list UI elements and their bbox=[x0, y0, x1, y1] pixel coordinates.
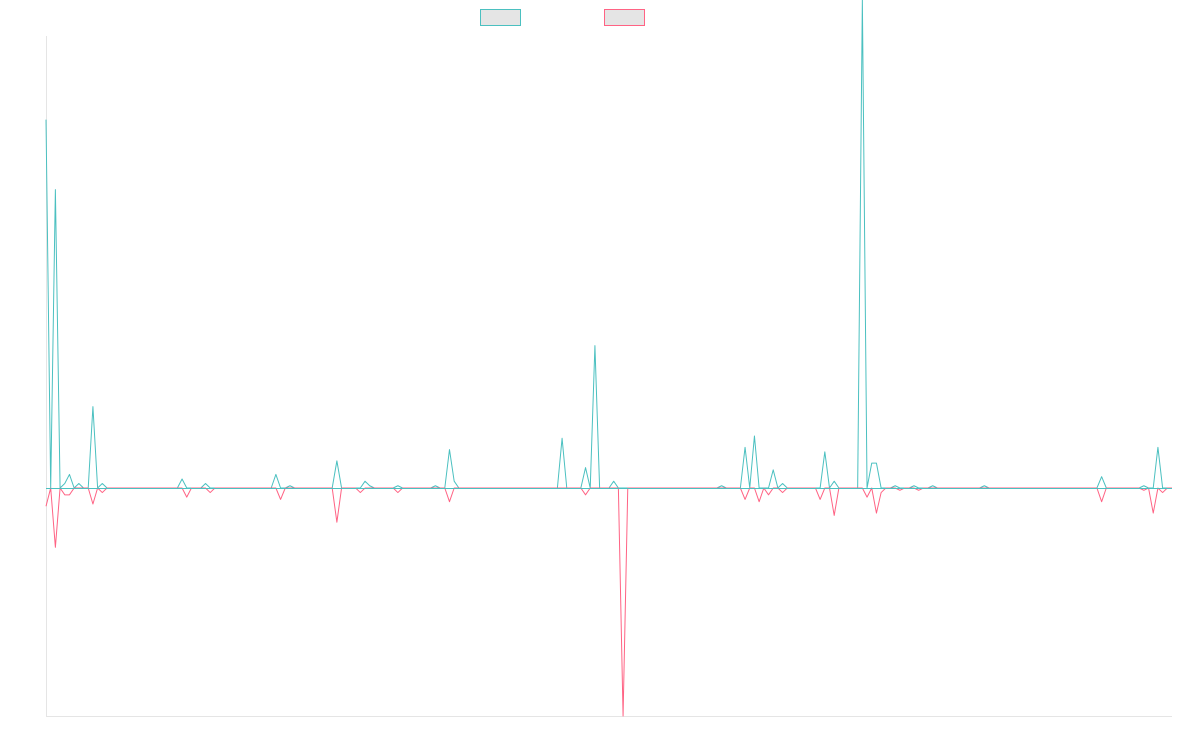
series-layer bbox=[45, 0, 1172, 717]
series-line-1 bbox=[45, 0, 1172, 489]
legend-swatch-2[interactable] bbox=[604, 9, 645, 26]
legend-swatch-1[interactable] bbox=[480, 9, 521, 26]
legend bbox=[480, 9, 645, 26]
series-line-2 bbox=[45, 487, 1172, 717]
